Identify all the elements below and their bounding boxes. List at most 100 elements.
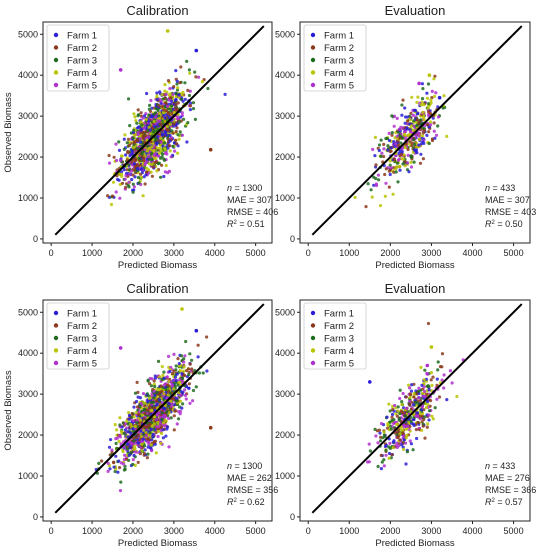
x-tick-label: 1000 [339,526,359,536]
data-point [146,425,150,429]
data-point [412,423,416,427]
legend-marker [310,57,316,63]
data-point [142,417,146,421]
data-point [433,136,437,140]
data-point [172,352,176,356]
data-point [398,396,402,401]
outlier-point [118,346,123,350]
data-point [173,149,177,153]
legend-entry: Farm 1 [67,309,97,320]
legend-marker [53,45,59,50]
data-point [162,370,166,374]
data-point [153,376,158,380]
stat-n: n = 433 [485,183,515,193]
data-point [129,451,133,455]
data-point [172,428,176,432]
data-point [188,89,192,93]
data-point [133,115,137,119]
data-point [400,146,404,151]
data-point [436,124,440,128]
data-point [426,321,431,326]
data-point [151,435,155,439]
data-point [106,461,110,465]
data-point [145,91,149,96]
outlier-point [180,307,184,311]
data-point [150,424,155,428]
data-point [191,101,195,105]
data-point [149,401,153,405]
data-point [426,106,430,110]
data-point [419,365,423,369]
data-point [147,107,151,111]
data-point [164,101,168,105]
legend-marker [53,310,59,316]
data-point [410,383,414,387]
data-point [374,434,378,438]
data-point [387,185,391,189]
data-point [135,138,139,142]
data-point [450,381,454,385]
data-point [167,112,171,116]
data-point [197,75,201,79]
one-to-one-line [311,25,523,236]
data-point [384,453,388,457]
data-point [157,398,162,402]
data-point [395,161,400,165]
data-point [113,469,117,474]
data-point [386,148,390,152]
data-point [117,140,121,144]
data-point [170,111,174,116]
outlier-point [368,380,372,384]
data-point [135,418,139,422]
data-point [142,407,146,411]
data-point [421,424,425,428]
data-point [368,449,372,453]
data-point [392,170,396,174]
data-point [178,412,182,416]
data-point [174,364,178,368]
x-axis-label: Predicted Biomass [375,538,454,549]
data-points [94,307,213,493]
data-point [414,149,418,153]
data-point [445,134,449,138]
data-point [114,454,118,458]
data-point [404,406,409,411]
data-point [149,446,153,450]
legend-marker [310,82,316,88]
plot-frame [42,299,273,522]
data-point [129,422,133,426]
data-point [142,175,146,179]
data-point [402,447,406,451]
data-point [119,442,123,446]
data-point [131,436,136,440]
legend-marker [53,32,59,38]
plot-frame [299,299,531,522]
data-point [126,149,130,154]
data-point [115,428,119,432]
data-point [171,92,175,96]
data-point [396,405,400,409]
y-tick-label: 5000 [18,29,38,39]
data-point [139,128,143,132]
data-point [138,172,143,176]
data-point [415,123,419,127]
data-point [187,93,192,98]
outlier-point [165,29,170,33]
data-point [425,91,429,95]
data-point [176,86,180,90]
data-point [417,396,421,400]
y-tick-label: 0 [33,512,38,522]
data-point [127,180,131,184]
data-point [433,74,437,78]
data-point [133,424,137,428]
data-point [422,378,426,382]
data-point [131,190,135,194]
data-point [118,489,123,493]
data-point [163,141,167,145]
data-point [382,464,386,468]
data-point [131,173,135,177]
data-point [392,418,396,422]
data-point [138,137,142,141]
data-point [127,411,131,415]
